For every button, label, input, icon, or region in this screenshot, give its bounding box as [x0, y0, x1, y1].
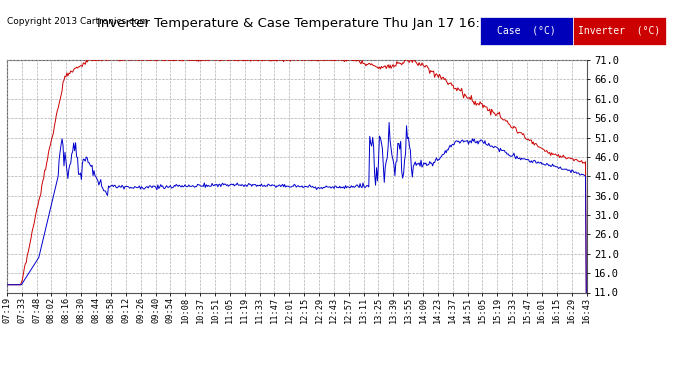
Text: Inverter  (°C): Inverter (°C) [578, 26, 660, 36]
Text: Copyright 2013 Cartronics.com: Copyright 2013 Cartronics.com [7, 17, 148, 26]
Text: Inverter Temperature & Case Temperature Thu Jan 17 16:55: Inverter Temperature & Case Temperature … [97, 17, 497, 30]
Text: Case  (°C): Case (°C) [497, 26, 555, 36]
